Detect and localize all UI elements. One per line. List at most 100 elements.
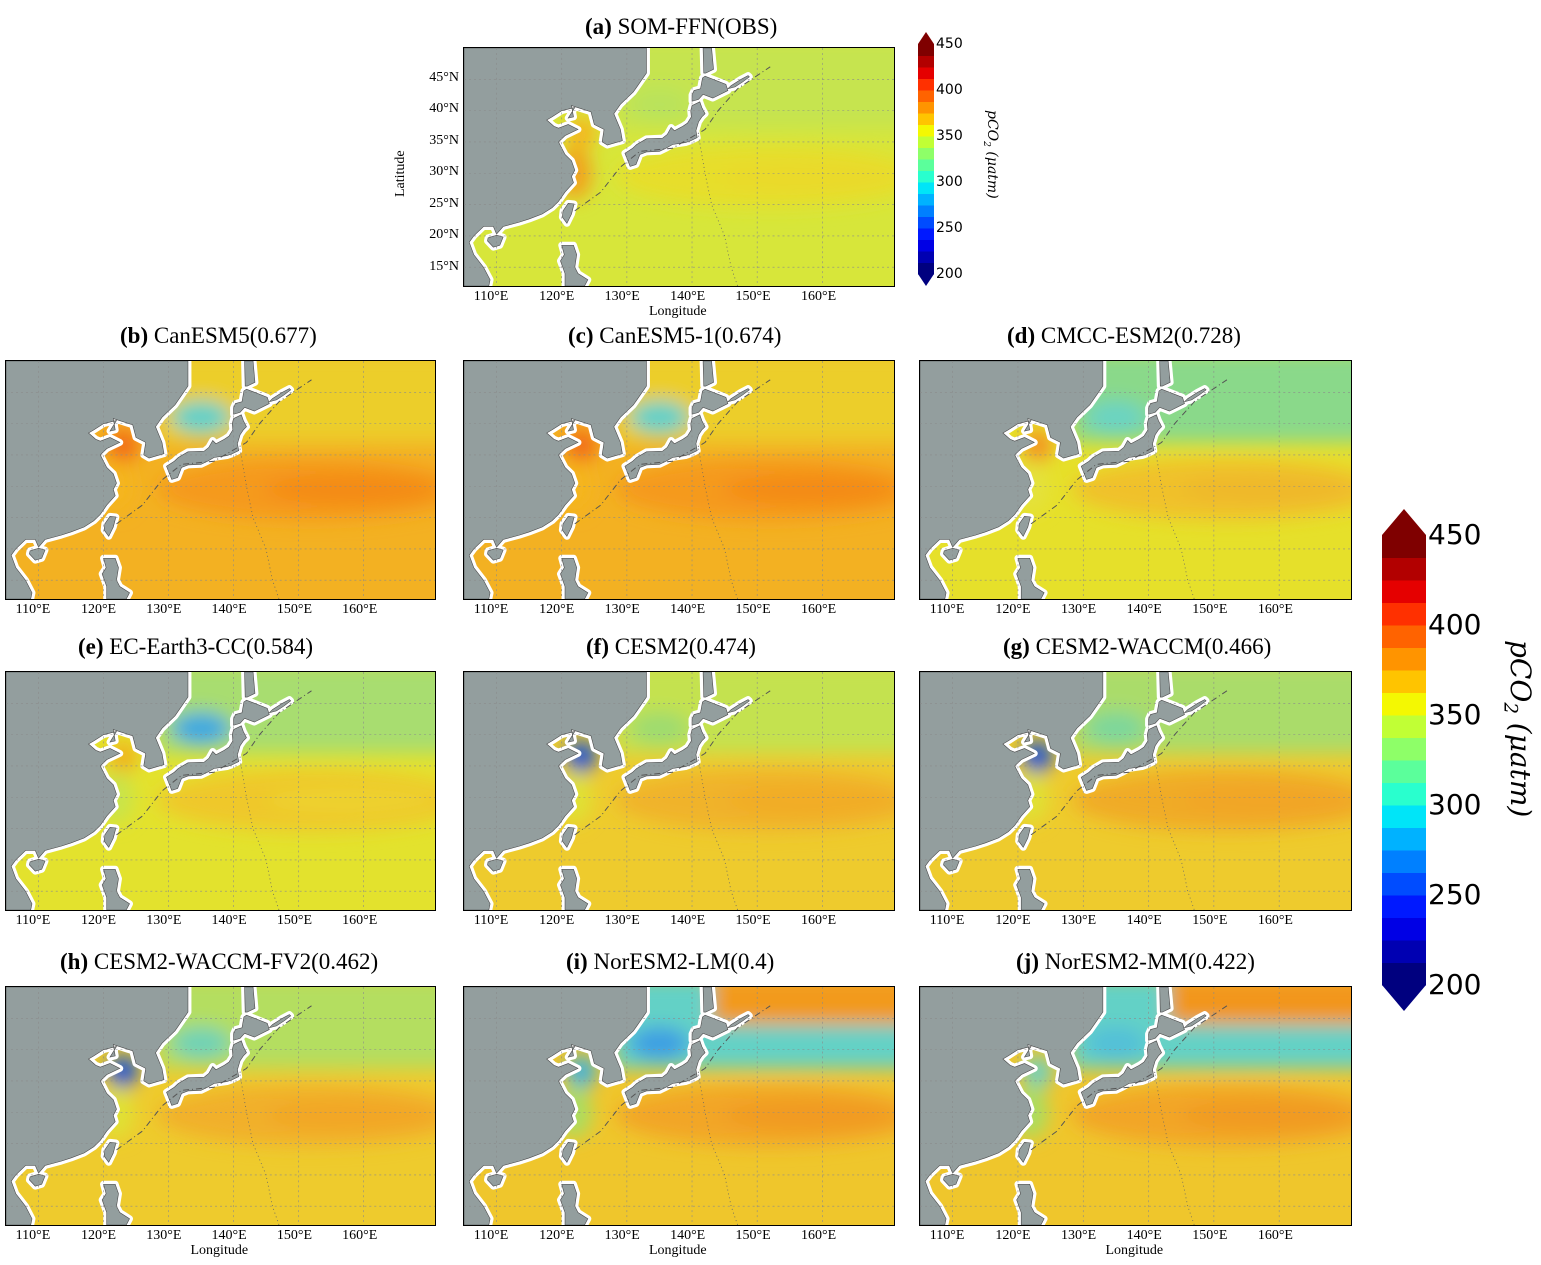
colorbar-tick-label: 250 [936,219,963,236]
colorbar-tick-label: 200 [1428,968,1482,1002]
map-panel-e [5,671,436,911]
y-tick-label: 35°N [429,132,459,148]
x-tick-label: 110°E [929,1228,965,1243]
x-axis-label: Longitude [649,1243,707,1258]
colorbar-tick-label: 200 [936,265,963,282]
panel-model-name: CESM2-WACCM(0.466) [1029,634,1272,659]
colorbar-tick-label: 300 [1428,788,1482,822]
pco2-field-g [920,672,1351,910]
x-tick-label: 160°E [801,1228,837,1243]
x-tick-label: 130°E [604,1228,640,1243]
colorbar-tick-label: 400 [936,81,963,98]
panel-letter: (h) [60,949,89,974]
x-tick-label: 110°E [15,1228,51,1243]
x-tick-label: 120°E [539,289,575,304]
panel-title-b: (b) CanESM5(0.677) [120,323,317,349]
map-panel-g [919,671,1352,911]
panel-title-c: (c) CanESM5-1(0.674) [568,323,781,349]
x-tick-label: 140°E [670,913,706,928]
colorbar-tick-label: 350 [936,127,963,144]
colorbar-tick-label: 400 [1428,608,1482,642]
x-tick-label: 120°E [80,602,117,617]
x-tick-label: 150°E [1192,1228,1228,1243]
x-tick-label: 110°E [929,913,965,928]
x-tick-label: 130°E [1061,1228,1097,1243]
x-tick-label: 130°E [604,289,640,304]
x-tick-label: 140°E [670,602,706,617]
x-tick-label: 110°E [473,602,509,617]
map-panel-i [463,986,895,1226]
pco2-field-b [6,361,435,599]
x-tick-label: 110°E [15,913,51,928]
panel-letter: (b) [120,323,149,348]
y-tick-label: 15°N [429,259,459,275]
x-tick-label: 140°E [670,1228,706,1243]
x-tick-label: 150°E [276,602,313,617]
x-tick-label: 160°E [1257,913,1293,928]
x-tick-label: 160°E [801,602,837,617]
y-tick-label: 40°N [429,101,459,117]
y-tick-label: 20°N [429,227,459,243]
map-panel-d [919,360,1352,600]
x-tick-label: 160°E [342,602,378,617]
x-tick-label: 160°E [1257,602,1293,617]
y-tick-label: 30°N [429,164,459,180]
y-tick-label: 45°N [429,69,459,85]
map-panel-a [463,47,895,287]
map-panel-c [463,360,895,600]
x-tick-label: 140°E [211,1228,247,1243]
colorbar-large [1382,509,1426,1011]
colorbar-tick-label: 450 [1428,518,1482,552]
colorbar-tick-label: 350 [1428,698,1482,732]
colorbar-small [918,32,934,286]
colorbar-tick-label: 250 [1428,878,1482,912]
colorbar-tick-label: 300 [936,173,963,190]
panel-title-g: (g) CESM2-WACCM(0.466) [1003,634,1271,660]
panel-title-j: (j) NorESM2-MM(0.422) [1016,949,1255,975]
x-tick-label: 150°E [735,913,771,928]
panel-title-i: (i) NorESM2-LM(0.4) [566,949,774,975]
x-tick-label: 140°E [1126,913,1162,928]
panel-letter: (a) [585,14,612,39]
x-tick-label: 140°E [211,913,247,928]
panel-letter: (g) [1003,634,1030,659]
panel-model-name: NorESM2-LM(0.4) [587,949,775,974]
x-tick-label: 140°E [670,289,706,304]
panel-letter: (d) [1007,323,1036,348]
x-tick-label: 120°E [539,1228,575,1243]
map-panel-b [5,360,436,600]
x-tick-label: 130°E [1061,913,1097,928]
panel-model-name: SOM-FFN(OBS) [611,14,778,39]
x-tick-label: 120°E [995,1228,1031,1243]
x-tick-label: 130°E [146,913,182,928]
panel-model-name: CESM2-WACCM-FV2(0.462) [88,949,379,974]
x-tick-label: 120°E [539,602,575,617]
x-tick-label: 160°E [342,913,378,928]
map-panel-j [919,986,1352,1226]
panel-letter: (c) [568,323,594,348]
pco2-field-f [464,672,894,910]
map-panel-f [463,671,895,911]
colorbar-label: pCO2 (μatm) [1499,640,1537,818]
y-axis-label: Latitude [393,150,408,197]
panel-letter: (f) [586,634,609,659]
panel-letter: (e) [78,634,104,659]
panel-letter: (j) [1016,949,1039,974]
x-tick-label: 130°E [604,913,640,928]
x-tick-label: 110°E [15,602,51,617]
x-tick-label: 130°E [604,602,640,617]
x-tick-label: 150°E [735,289,771,304]
x-tick-label: 110°E [473,913,509,928]
x-tick-label: 120°E [995,602,1031,617]
panel-title-a: (a) SOM-FFN(OBS) [585,14,777,40]
pco2-field-h [6,987,435,1225]
x-tick-label: 160°E [801,289,837,304]
x-tick-label: 160°E [801,913,837,928]
x-tick-label: 150°E [1192,913,1228,928]
x-axis-label: Longitude [1105,1243,1164,1258]
x-tick-label: 150°E [276,1228,313,1243]
x-tick-label: 140°E [1126,1228,1162,1243]
panel-title-h: (h) CESM2-WACCM-FV2(0.462) [60,949,378,975]
panel-title-e: (e) EC-Earth3-CC(0.584) [78,634,313,660]
x-tick-label: 150°E [1192,602,1228,617]
